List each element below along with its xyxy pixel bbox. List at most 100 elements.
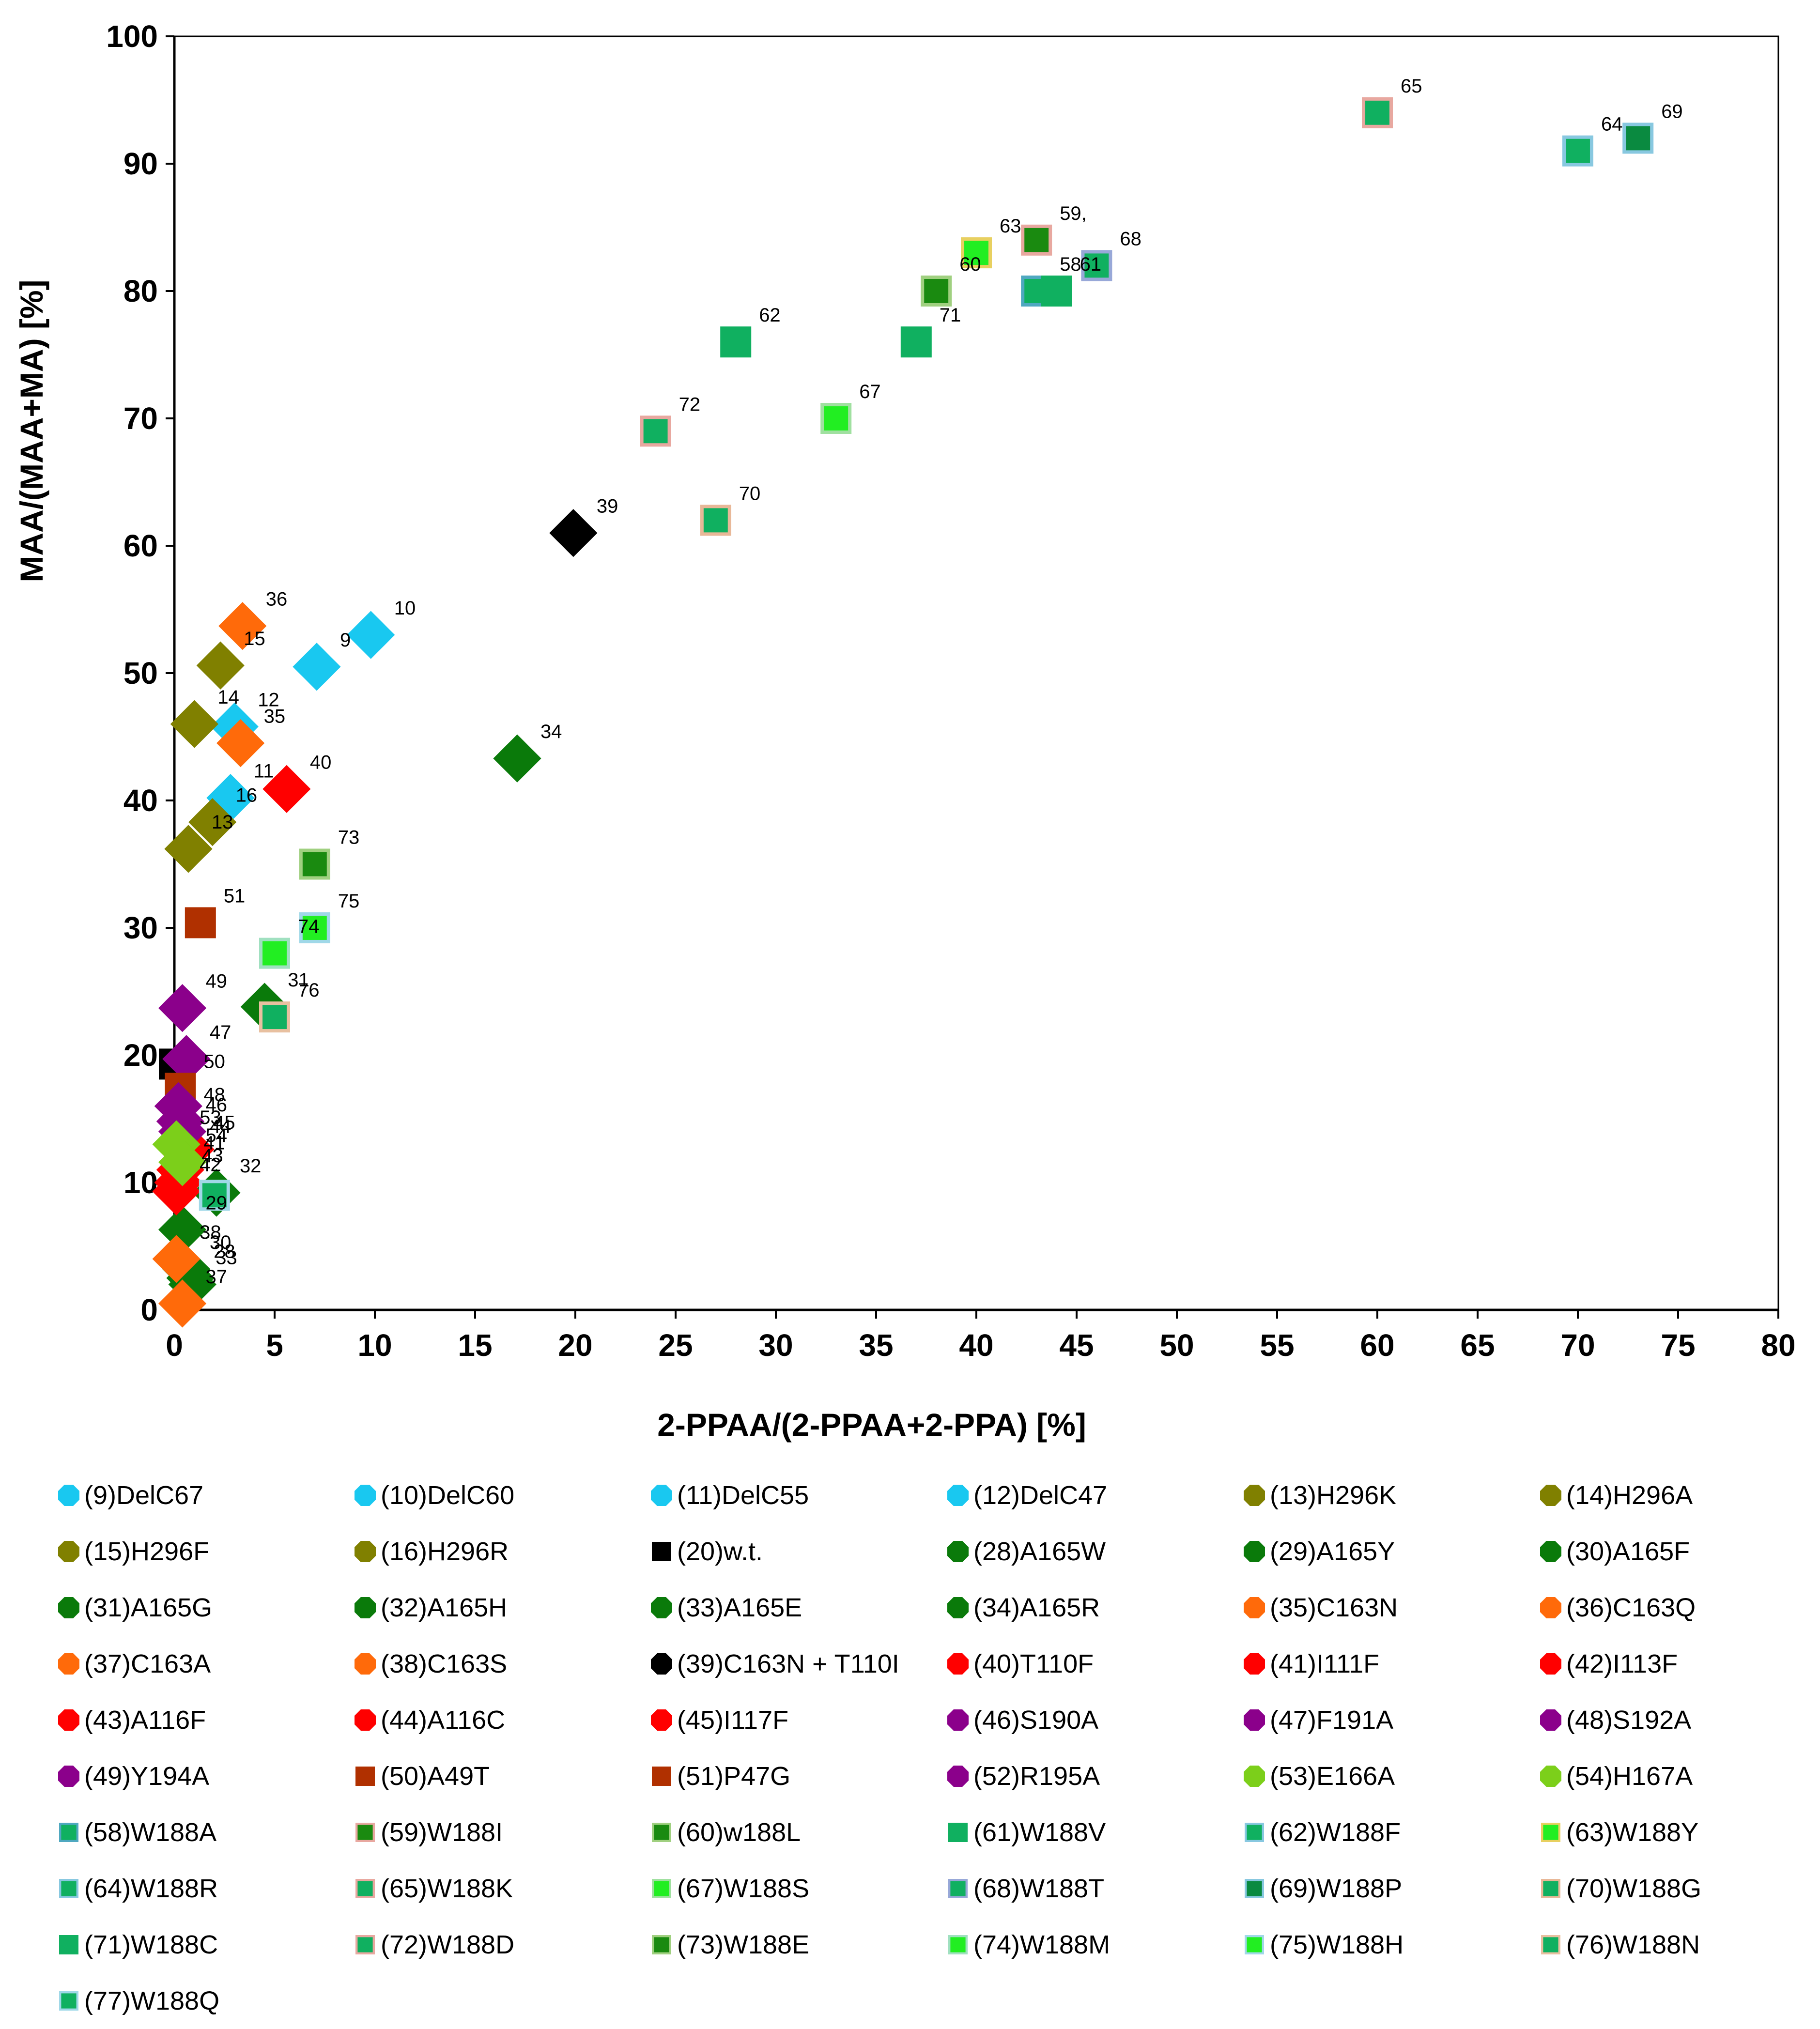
data-point-14 (170, 700, 218, 748)
legend-label: (20)w.t. (677, 1537, 763, 1566)
legend-label: (12)DelC47 (973, 1481, 1108, 1510)
legend-label: (51)P47G (677, 1762, 791, 1791)
data-label-33: 33 (216, 1247, 237, 1268)
data-label-35: 35 (264, 706, 286, 727)
legend-marker (355, 1653, 376, 1675)
legend-label: (11)DelC55 (677, 1481, 809, 1510)
legend-marker-shape (58, 1541, 79, 1562)
data-point-35 (216, 719, 265, 768)
legend-marker-shape (58, 1709, 79, 1731)
legend-marker-shape (1543, 1881, 1558, 1896)
marker-47 (162, 1035, 211, 1083)
data-label-49: 49 (206, 971, 228, 992)
x-tick-label: 30 (758, 1328, 793, 1363)
legend-marker-shape (1247, 1881, 1262, 1896)
legend-label: (72)W188D (381, 1930, 515, 1959)
legend-marker-shape (58, 1485, 79, 1506)
data-label-75: 75 (338, 891, 360, 912)
data-label-15: 15 (244, 628, 265, 649)
legend-item: (63)W188Y (1540, 1804, 1698, 1860)
data-point-68 (1081, 250, 1112, 281)
x-axis-ticks: 0 5 10 15 20 25 30 35 40 45 50 55 60 65 70 75 80 (166, 1310, 1796, 1363)
data-label-29: 29 (206, 1192, 228, 1214)
legend-item: (15)H296F (58, 1523, 209, 1580)
legend-label: (73)W188E (677, 1930, 810, 1959)
legend-item: (65)W188K (355, 1860, 513, 1917)
data-point-76 (259, 1001, 290, 1033)
legend-item: (59)W188I (355, 1804, 503, 1860)
legend-marker (947, 1485, 969, 1506)
legend-marker-shape (1244, 1653, 1265, 1675)
data-label-68: 68 (1120, 228, 1141, 249)
legend-marker-shape (1540, 1653, 1561, 1675)
legend-marker (947, 1653, 969, 1675)
y-tick-label: 10 (123, 1165, 158, 1200)
data-label-64: 64 (1601, 114, 1623, 135)
legend-marker (1244, 1709, 1265, 1731)
legend-marker (651, 1709, 672, 1731)
legend-marker-shape (355, 1767, 375, 1786)
legend-item: (16)H296R (355, 1523, 509, 1580)
data-label-10: 10 (394, 598, 416, 619)
x-tick-label: 5 (266, 1328, 283, 1363)
x-axis-title: 2-PPAA/(2-PPAA+2-PPA) [%] (657, 1407, 1086, 1443)
legend-item: (54)H167A (1540, 1748, 1693, 1804)
legend-marker-shape (61, 1993, 77, 2009)
data-point-65 (1362, 97, 1393, 128)
legend-label: (36)C163Q (1566, 1593, 1696, 1622)
y-tick-label: 100 (106, 19, 158, 54)
legend-item: (30)A165F (1540, 1523, 1690, 1580)
legend-item: (41)I111F (1244, 1636, 1379, 1692)
legend-item: (50)A49T (355, 1748, 490, 1804)
data-label-37: 37 (206, 1266, 228, 1288)
legend-label: (58)W188A (84, 1818, 217, 1847)
marker-49 (158, 984, 207, 1032)
legend-marker-shape (947, 1709, 969, 1731)
data-label-28: 28 (214, 1241, 235, 1262)
data-label-71: 71 (940, 305, 961, 326)
legend-marker-shape (355, 1709, 376, 1731)
legend-item: (49)Y194A (58, 1748, 209, 1804)
legend-marker (651, 1485, 672, 1506)
marker-10 (347, 611, 395, 659)
x-tick-label: 75 (1661, 1328, 1695, 1363)
data-label-12: 12 (258, 689, 279, 710)
legend-label: (75)W188H (1270, 1930, 1404, 1959)
plot-area (173, 35, 1779, 1311)
marker-15 (196, 641, 245, 690)
legend-marker-shape (947, 1653, 969, 1675)
legend-marker (1245, 1823, 1264, 1842)
y-tick-label: 60 (123, 528, 158, 563)
legend-marker (58, 1653, 79, 1675)
y-tick-label: 20 (123, 1038, 158, 1073)
data-point-39 (549, 509, 598, 557)
legend-item: (51)P47G (651, 1748, 790, 1804)
legend-marker (1540, 1709, 1561, 1731)
legend-marker (1541, 1935, 1560, 1954)
legend-label: (35)C163N (1270, 1593, 1398, 1622)
data-point-36 (218, 602, 267, 650)
legend-item: (11)DelC55 (651, 1467, 809, 1523)
legend-item: (52)R195A (947, 1748, 1100, 1804)
legend-item: (74)W188M (947, 1917, 1110, 1973)
legend-marker-shape (654, 1937, 669, 1952)
legend-label: (40)T110F (973, 1649, 1094, 1678)
data-point-63 (961, 237, 992, 269)
legend-item: (73)W188E (651, 1917, 809, 1973)
data-point-75 (299, 912, 330, 943)
legend-label: (32)A165H (381, 1593, 508, 1622)
legend-marker-shape (1244, 1766, 1265, 1787)
legend-marker (355, 1767, 375, 1786)
x-tick-label: 65 (1460, 1328, 1495, 1363)
legend-marker-shape (950, 1937, 966, 1952)
data-label-34: 34 (540, 721, 562, 742)
legend-item: (34)A165R (947, 1580, 1100, 1636)
legend-item: (38)C163S (355, 1636, 507, 1692)
legend-item: (33)A165E (651, 1580, 802, 1636)
legend-label: (70)W188G (1566, 1874, 1702, 1903)
legend-label: (30)A165F (1566, 1537, 1690, 1566)
data-point-38 (152, 1235, 201, 1283)
data-label-44: 44 (210, 1116, 231, 1137)
legend-marker-shape (654, 1881, 669, 1896)
data-point-72 (640, 415, 671, 447)
